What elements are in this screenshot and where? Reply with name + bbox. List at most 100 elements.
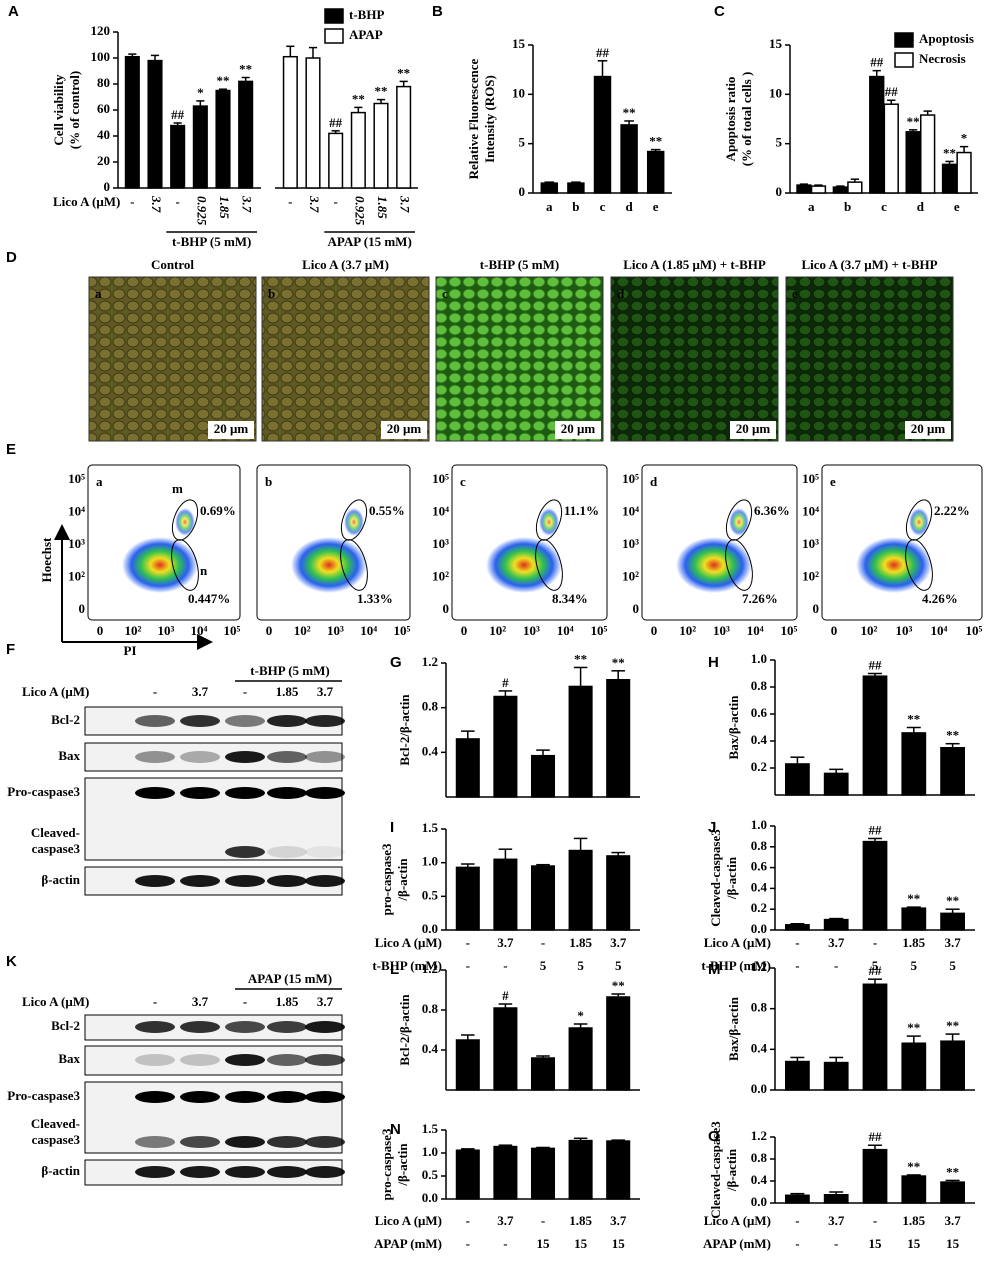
row-label: Lico A (μM) <box>22 684 89 699</box>
band-label: Cleaved- <box>31 825 80 840</box>
band <box>180 1021 220 1033</box>
x-tick-label: e <box>954 199 960 214</box>
y-tick-label: 10⁴ <box>432 503 449 518</box>
bar <box>823 772 849 796</box>
y-axis-label: Apoptosis ratio <box>723 77 738 162</box>
significance-mark: ** <box>907 1020 920 1035</box>
bar <box>455 1039 480 1091</box>
panel-letter: H <box>708 654 719 671</box>
row-value: 3.7 <box>944 1213 961 1228</box>
band <box>135 1136 175 1148</box>
significance-mark: ** <box>943 145 956 160</box>
band <box>180 787 220 799</box>
bar <box>350 111 366 189</box>
bar <box>823 918 849 931</box>
bar <box>832 186 849 194</box>
band <box>225 1136 265 1148</box>
row-value: 5 <box>540 958 547 973</box>
bar <box>568 1027 593 1091</box>
plot-letter: c <box>460 474 466 489</box>
y-axis-label: Bcl-2/β-actin <box>397 694 412 766</box>
band <box>225 846 265 858</box>
panel-letter: F <box>6 641 15 658</box>
bar <box>530 1147 556 1200</box>
gate <box>535 539 563 591</box>
lower-percent: 1.33% <box>357 591 393 606</box>
band <box>305 1054 345 1066</box>
significance-mark: ** <box>397 65 410 80</box>
row-value: 3.7 <box>828 935 845 950</box>
bar <box>606 1140 631 1200</box>
y-axis-label: Bcl-2/β-actin <box>397 994 412 1066</box>
y-axis-label: (% of total cells ) <box>739 72 754 167</box>
y-tick-label: 0.6 <box>751 705 768 720</box>
row-value: 5 <box>949 958 956 973</box>
band <box>267 787 307 799</box>
row-value: 5 <box>872 958 879 973</box>
significance-mark: ** <box>649 134 662 149</box>
bar <box>170 124 186 189</box>
bar <box>567 182 585 194</box>
gate-label: n <box>200 563 208 578</box>
band <box>180 1054 220 1066</box>
scale-bar-box <box>730 421 776 439</box>
panel-letter: N <box>390 1121 401 1138</box>
x-tick-label: - <box>130 194 134 209</box>
image-title: Lico A (3.7 μM) + t-BHP <box>801 257 937 272</box>
bar <box>796 184 812 194</box>
band <box>225 1021 265 1033</box>
upper-percent: 2.22% <box>934 503 970 518</box>
y-axis-label: pro-caspase3 <box>379 1128 394 1200</box>
bar <box>282 55 298 189</box>
band <box>305 1091 345 1103</box>
bar <box>124 55 140 189</box>
bar <box>940 747 965 796</box>
row-value: 15 <box>537 1236 551 1251</box>
y-axis-label: Relative Fluorescence <box>466 58 481 179</box>
bar <box>493 1145 518 1200</box>
band <box>225 787 265 799</box>
y-tick-label: 0.4 <box>751 879 768 894</box>
bar <box>540 182 559 194</box>
scale-bar-box <box>381 421 427 439</box>
significance-mark: ** <box>612 978 625 993</box>
band <box>225 1166 265 1178</box>
y-tick-label: 60 <box>97 101 110 116</box>
row-value: 5 <box>577 958 584 973</box>
row-value: - <box>466 958 470 973</box>
x-tick-label: 10² <box>294 623 311 638</box>
y-axis-label: Intensity (ROS) <box>482 75 497 163</box>
x-tick-label: 0.925 <box>352 196 367 226</box>
y-axis-label: pro-caspase3 <box>379 843 394 915</box>
band <box>180 1136 220 1148</box>
band <box>305 1021 345 1033</box>
x-tick-label: 10⁵ <box>394 623 411 638</box>
band <box>135 787 175 799</box>
y-axis-label: /β-actin <box>724 1148 739 1192</box>
bar <box>919 114 936 194</box>
treatment-label: APAP (15 mM) <box>248 971 332 986</box>
significance-mark: ## <box>869 657 883 672</box>
bar <box>940 1181 965 1204</box>
lane-label: 3.7 <box>192 994 209 1009</box>
cell-population <box>122 537 198 593</box>
y-tick-label: 80 <box>97 75 110 90</box>
y-tick-label: 10² <box>802 568 819 583</box>
bar <box>941 163 958 194</box>
x-tick-label: - <box>288 194 292 209</box>
y-tick-label: 120 <box>91 23 111 38</box>
bar <box>785 763 810 796</box>
y-tick-label: 0 <box>79 601 86 616</box>
row-value: 1.85 <box>569 935 592 950</box>
y-axis-label: Bax/β-actin <box>726 695 741 760</box>
row-value: 1.85 <box>569 1213 592 1228</box>
x-tick-label: - <box>175 194 179 209</box>
row-value: - <box>834 1236 838 1251</box>
y-tick-label: 0.8 <box>422 699 439 714</box>
panel-letter: K <box>6 953 17 970</box>
plot-letter: b <box>265 474 272 489</box>
bar <box>646 150 665 194</box>
band <box>225 751 265 763</box>
x-tick-label: 10² <box>679 623 696 638</box>
